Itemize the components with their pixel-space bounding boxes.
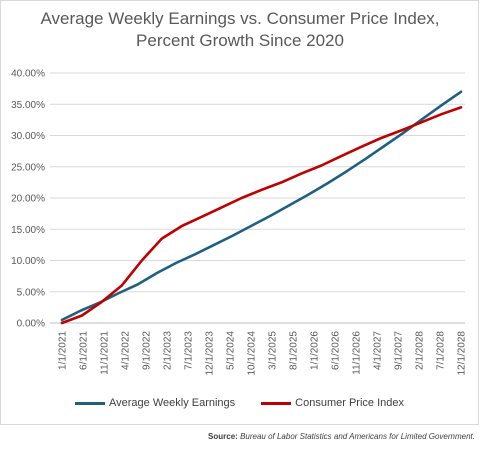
- source-note: Source: Bureau of Labor Statistics and A…: [208, 432, 475, 441]
- x-tick-label: 4/1/2027: [373, 331, 384, 370]
- series-line-cpi: [60, 106, 463, 325]
- legend: Average Weekly Earnings Consumer Price I…: [0, 397, 479, 409]
- x-tick-label: 8/1/2025: [289, 331, 300, 370]
- chart-frame: [0, 0, 479, 425]
- y-tick-label: 5.00%: [17, 287, 45, 298]
- y-axis: 0.00% 5.00% 10.00% 15.00% 20.00% 25.00% 30.00%…: [11, 69, 45, 330]
- gridlines: [50, 72, 465, 324]
- x-tick-label: 3/1/2025: [268, 331, 279, 370]
- y-tick-label: 10.00%: [11, 256, 45, 267]
- x-tick-label: 7/1/2028: [436, 331, 447, 370]
- source-label: Source:: [208, 432, 238, 441]
- x-tick-label: 12/1/2023: [205, 331, 216, 376]
- x-tick-label: 6/1/2021: [79, 331, 90, 370]
- x-tick-label: 11/1/2021: [100, 331, 111, 375]
- x-tick-label: 9/1/2027: [394, 331, 405, 370]
- x-tick-label: 4/1/2022: [121, 331, 132, 370]
- x-tick-label: 11/1/2026: [352, 331, 363, 375]
- y-tick-label: 25.00%: [11, 162, 45, 173]
- series-lines: [60, 90, 463, 325]
- y-tick-label: 0.00%: [17, 319, 45, 330]
- legend-label-earnings: Average Weekly Earnings: [109, 397, 236, 409]
- x-tick-label: 7/1/2023: [184, 331, 195, 370]
- x-tick-label: 1/1/2021: [58, 331, 69, 370]
- x-tick-label: 2/1/2023: [163, 331, 174, 370]
- legend-swatch-earnings: [75, 401, 105, 405]
- x-tick-label: 12/1/2028: [457, 331, 468, 376]
- y-tick-label: 40.00%: [11, 69, 45, 80]
- chart-title: Average Weekly Earnings vs. Consumer Pri…: [40, 9, 440, 50]
- legend-item-cpi: Consumer Price Index: [261, 397, 404, 409]
- x-tick-label: 5/1/2024: [226, 331, 237, 370]
- x-axis: 1/1/2021 6/1/2021 11/1/2021 4/1/2022 9/1/202…: [58, 331, 468, 376]
- legend-swatch-cpi: [261, 401, 292, 405]
- x-tick-label: 2/1/2028: [415, 331, 426, 370]
- source-text: Bureau of Labor Statistics and Americans…: [240, 432, 475, 441]
- x-tick-label: 10/1/2024: [247, 331, 258, 376]
- x-tick-label: 1/1/2026: [310, 331, 321, 370]
- x-tick-label: 6/1/2026: [331, 331, 342, 370]
- legend-item-earnings: Average Weekly Earnings: [75, 397, 235, 409]
- legend-label-cpi: Consumer Price Index: [295, 397, 404, 409]
- y-tick-label: 30.00%: [11, 131, 45, 142]
- y-tick-label: 20.00%: [11, 194, 45, 205]
- y-tick-label: 35.00%: [11, 100, 45, 111]
- x-tick-label: 9/1/2022: [142, 331, 153, 370]
- y-tick-label: 15.00%: [11, 225, 45, 236]
- series-line-earnings: [60, 90, 463, 322]
